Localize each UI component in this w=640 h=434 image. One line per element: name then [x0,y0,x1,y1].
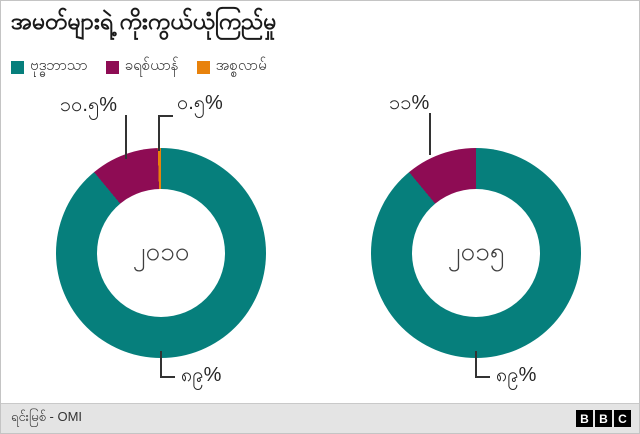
bbc-logo: B B C [576,410,631,427]
donut-chart-2010: ၂၀၁၀ [56,148,266,358]
donut-center-label-2015: ၂၀၁၅ [447,235,505,266]
legend-swatch-christian [105,60,119,74]
legend-swatch-islam [196,60,210,74]
callout-line-buddhism-2010 [160,351,175,378]
page-title: အမတ်များရဲ့ ကိုးကွယ်ယုံကြည်မှု [11,8,277,34]
callout-label-christian-2015: ၁၁% [389,92,430,114]
callout-label-christian-2010: ၁၀.၅% [59,94,117,116]
legend-item-christian: ခရစ်ယာန် [105,56,179,78]
callout-line-christian-2010 [125,115,127,159]
donut-center-label-2010: ၂၀၁၀ [132,235,190,266]
legend-label: အစ္စလာမ် [215,57,267,74]
callout-label-islam-2010: ၀.၅% [177,92,223,114]
callout-line-islam-2010 [158,115,173,151]
donut-hole: ၂၀၁၅ [412,189,540,317]
donut-hole: ၂၀၁၀ [97,189,225,317]
legend-item-buddhism: ဗုဒ္ဓဘာသာ [11,56,88,78]
callout-line-christian-2015 [429,113,431,155]
legend-label: ဗုဒ္ဓဘာသာ [30,57,88,74]
callout-label-buddhism-2015: ၈၉% [496,364,537,386]
callout-line-buddhism-2015 [475,351,490,378]
callout-label-buddhism-2010: ၈၉% [181,364,222,386]
bbc-logo-letter: C [614,410,631,427]
bbc-logo-letter: B [595,410,612,427]
legend-label: ခရစ်ယာန် [124,57,179,74]
legend: ဗုဒ္ဓဘာသာ ခရစ်ယာန် အစ္စလာမ် [11,56,267,78]
bbc-logo-letter: B [576,410,593,427]
legend-swatch-buddhism [11,60,24,74]
footer-bar: ရင်းမြစ် - OMI B B C [1,403,639,433]
donut-chart-2015: ၂၀၁၅ [371,148,581,358]
legend-item-islam: အစ္စလာမ် [196,56,267,78]
source-label: ရင်းမြစ် - OMI [11,409,83,424]
